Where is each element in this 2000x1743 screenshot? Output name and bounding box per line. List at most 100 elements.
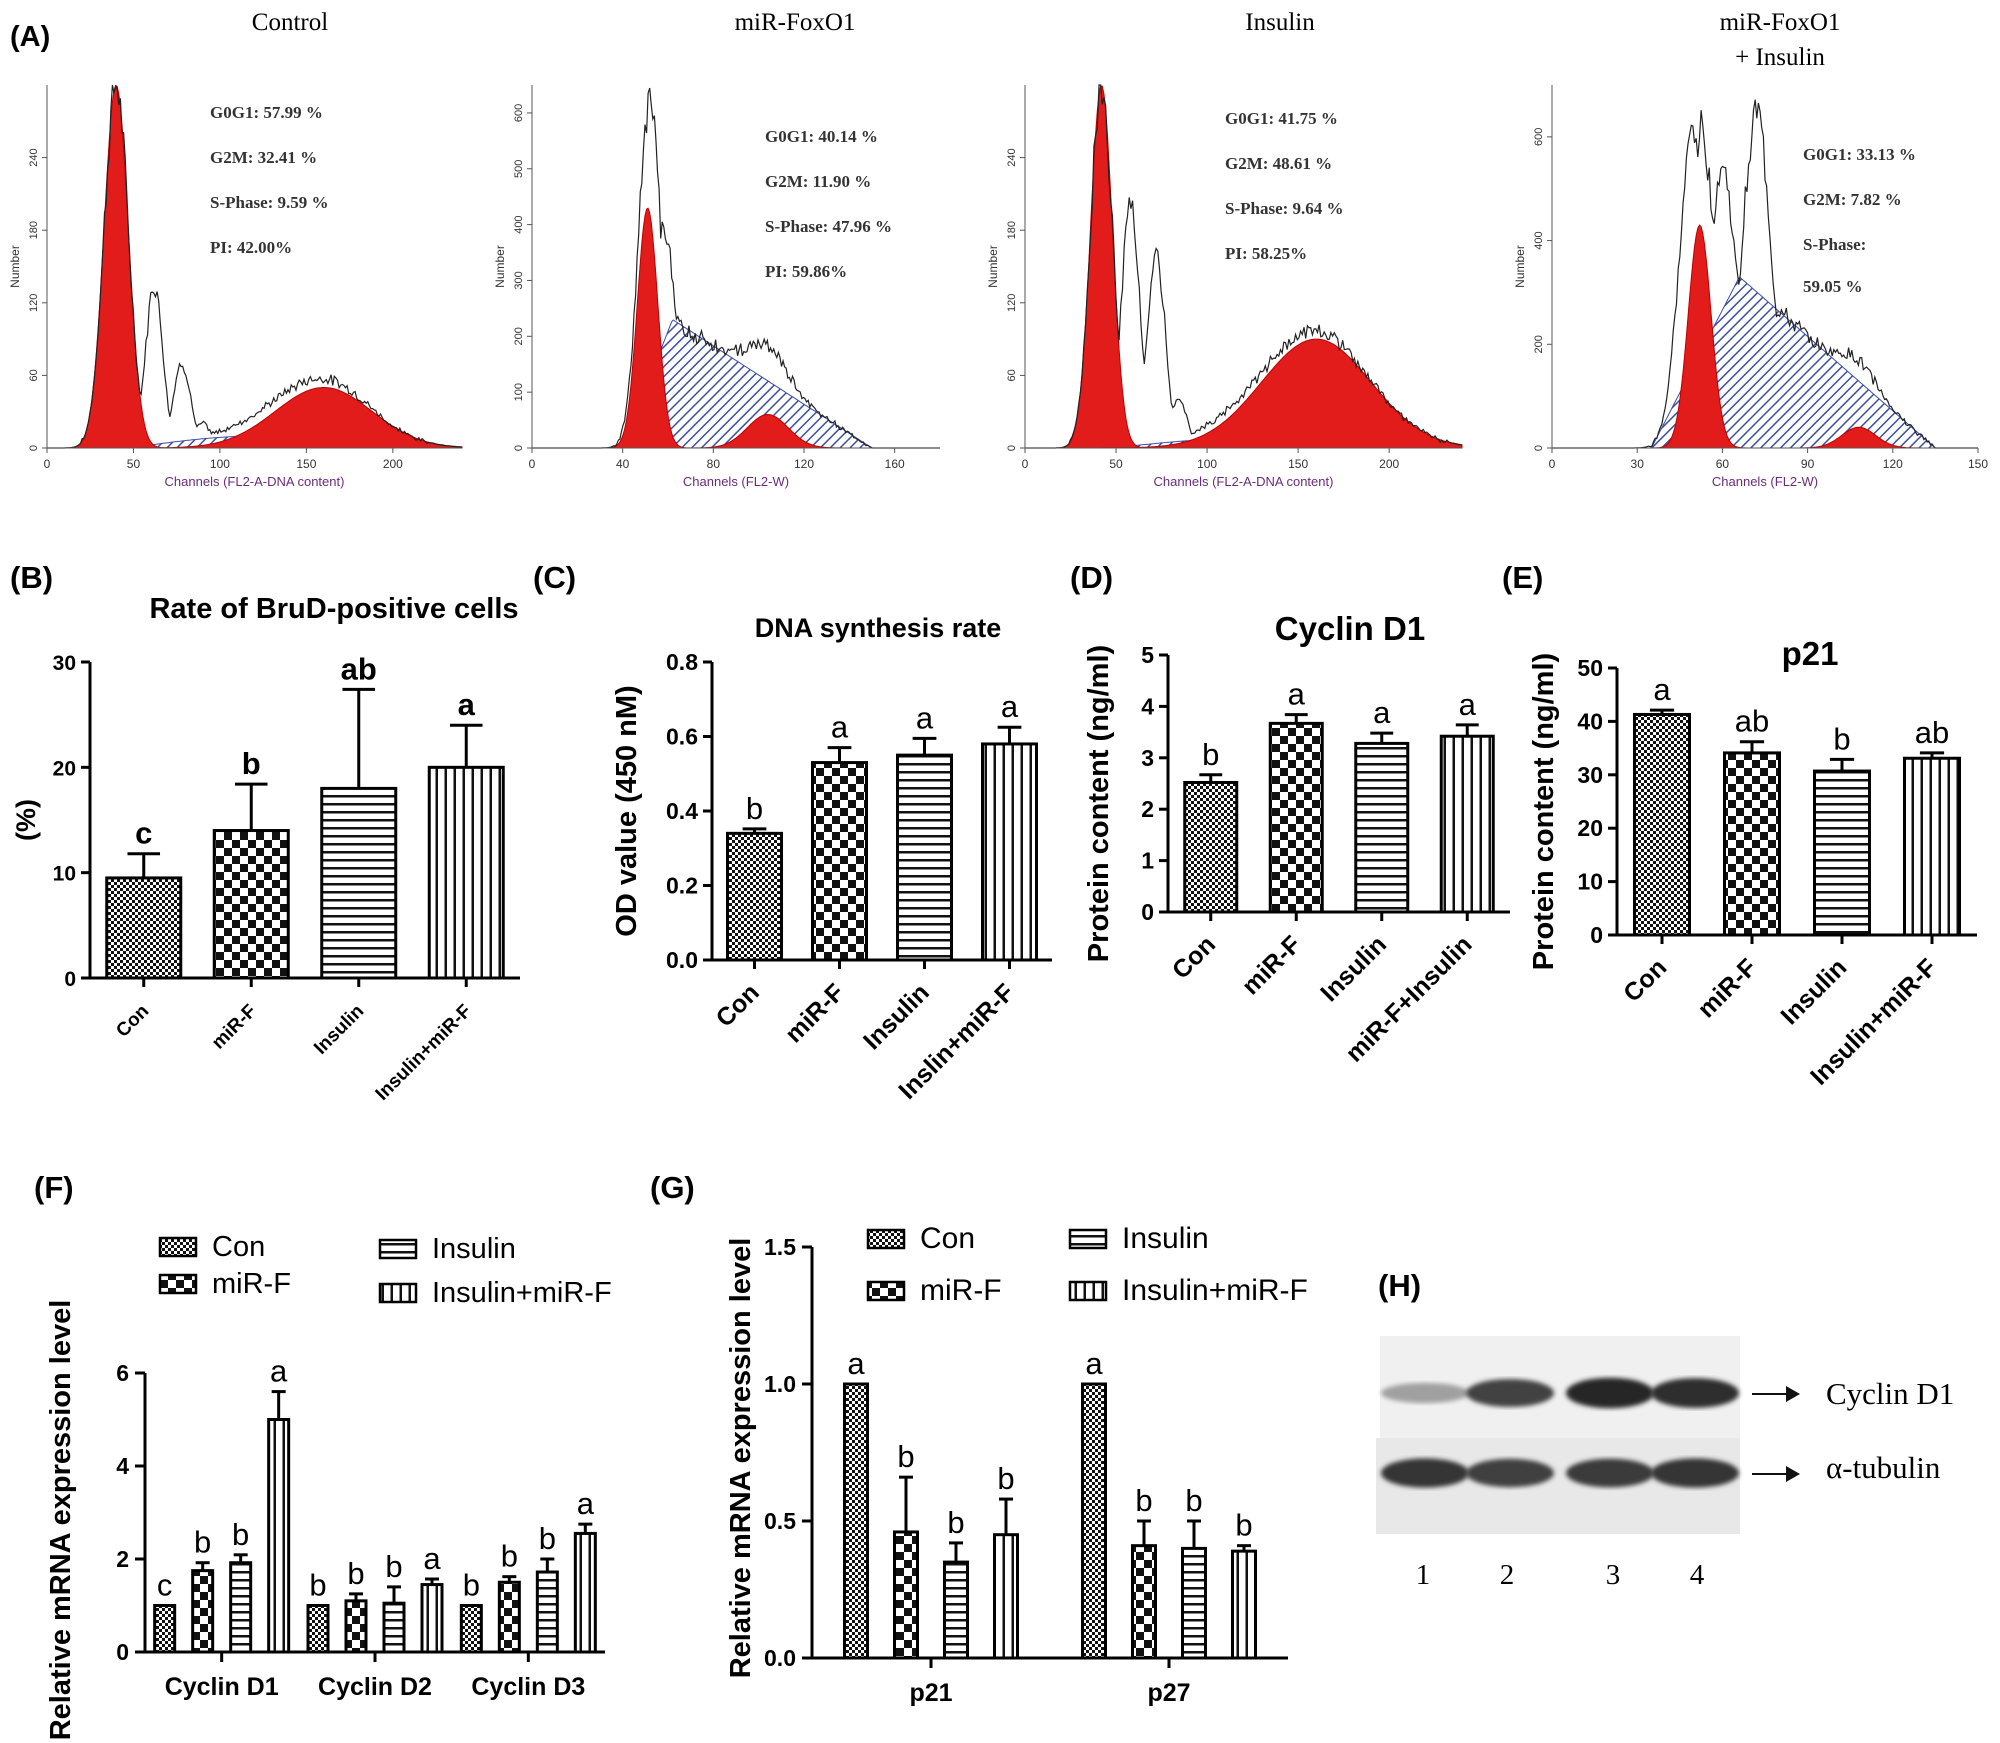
- histogram-outline: [1025, 84, 1463, 449]
- bar-insulin: [1181, 1546, 1207, 1660]
- cell-cycle-stat: G2M: 32.41 %: [210, 148, 317, 167]
- y-axis-label: Number: [493, 245, 507, 288]
- y-axis-label: Relative mRNA expression level: [45, 1300, 77, 1741]
- y-tick-label: 0: [64, 968, 76, 991]
- panel-label-f: (F): [34, 1170, 74, 1205]
- y-tick-label: 400: [513, 215, 525, 233]
- lane-label-1: 1: [1416, 1559, 1431, 1591]
- category-label: Insulin: [858, 978, 935, 1055]
- y-tick-label: 50: [1577, 655, 1603, 681]
- x-tick-label: 150: [1968, 457, 1988, 471]
- y-tick-label: 10: [1577, 869, 1603, 895]
- bar-insulin: [382, 1601, 406, 1654]
- blot-label-cyclin-d1: Cyclin D1: [1826, 1376, 1954, 1411]
- category-label: Con: [711, 978, 765, 1032]
- y-tick-label: 0: [116, 1639, 129, 1665]
- cell-cycle-stat: G0G1: 41.75 %: [1225, 109, 1338, 128]
- g0g1-peak: [47, 84, 462, 449]
- panel-label-a: (A): [10, 21, 50, 53]
- category-label: Cyclin D1: [165, 1673, 279, 1701]
- panel-h-western-blot: Cyclin D1 α-tubulin 1 2 3 4: [1376, 1336, 1954, 1591]
- y-tick-label: 1: [1141, 848, 1154, 874]
- significance-letter: a: [577, 1486, 595, 1521]
- legend-label: Insulin: [1122, 1222, 1209, 1255]
- cell-cycle-stat: PI: 59.86%: [765, 262, 847, 281]
- chart-title: Rate of BruD-positive cells: [149, 593, 518, 625]
- y-tick-label: 2: [116, 1546, 129, 1572]
- x-tick-label: 50: [127, 457, 141, 471]
- significance-letter: ab: [1735, 704, 1769, 739]
- category-label: Con: [112, 1001, 153, 1042]
- bar-insulin-mir-f: [427, 765, 505, 980]
- histogram-title: miR-FoxO1: [1720, 9, 1841, 36]
- category-label: Insulin: [1775, 953, 1852, 1030]
- y-axis-label: OD value (450 nM): [611, 685, 643, 936]
- cell-cycle-stat: PI: 42.00%: [210, 238, 292, 257]
- y-tick-label: 180: [28, 221, 40, 239]
- significance-letter: b: [1202, 737, 1219, 772]
- bar-con: [306, 1604, 330, 1654]
- y-tick-label: 500: [513, 160, 525, 178]
- cell-cycle-stat: G2M: 48.61 %: [1225, 154, 1332, 173]
- bar-insulin: [1354, 741, 1410, 914]
- y-axis-label: Number: [986, 245, 1000, 288]
- blot-band: [1566, 1377, 1654, 1409]
- bar-mir-f-insulin: [1439, 734, 1495, 914]
- significance-letter: ab: [1915, 715, 1949, 750]
- bar-con: [153, 1604, 177, 1654]
- g0g1-peak: [1025, 85, 1462, 449]
- significance-letter: a: [270, 1354, 288, 1389]
- legend-swatch: [378, 1238, 418, 1260]
- legend-swatch: [866, 1228, 906, 1250]
- y-tick-label: 120: [28, 294, 40, 312]
- category-label: miR-F: [780, 978, 850, 1048]
- panel-label-c: (C): [533, 560, 576, 595]
- x-tick-label: 80: [707, 457, 721, 471]
- significance-letter: c: [135, 816, 152, 851]
- bar-con: [105, 876, 183, 980]
- category-label: Cyclin D3: [471, 1673, 585, 1701]
- blot-band: [1466, 1458, 1554, 1488]
- blot-band: [1651, 1378, 1739, 1408]
- category-label: Cyclin D2: [318, 1673, 432, 1701]
- cell-cycle-stat: G2M: 11.90 %: [765, 172, 871, 191]
- significance-letter: b: [385, 1549, 402, 1584]
- significance-letter: b: [1185, 1483, 1202, 1518]
- cell-cycle-stat: S-Phase: 47.96 %: [765, 217, 892, 236]
- y-tick-label: 400: [1533, 231, 1545, 249]
- blot-band: [1381, 1382, 1469, 1404]
- histogram-title: + Insulin: [1735, 44, 1825, 71]
- y-axis-label: Number: [8, 245, 22, 288]
- legend-label: Insulin+miR-F: [1122, 1274, 1308, 1307]
- significance-letter: a: [1459, 687, 1477, 722]
- arrow-cyclin-d1: [1752, 1386, 1800, 1402]
- bar-con: [726, 831, 783, 962]
- x-tick-label: 120: [794, 457, 814, 471]
- x-tick-label: 40: [616, 457, 630, 471]
- x-tick-label: 200: [1379, 457, 1399, 471]
- lane-label-3: 3: [1606, 1559, 1621, 1591]
- y-tick-label: 240: [28, 148, 40, 166]
- bar-con: [1633, 712, 1691, 937]
- bar-insulin: [943, 1560, 969, 1660]
- y-axis-label: Protein content (ng/ml): [1528, 653, 1560, 970]
- y-tick-label: 120: [1006, 294, 1018, 312]
- y-tick-label: 0: [28, 445, 40, 451]
- bar-insulin-mir-f: [1231, 1549, 1257, 1660]
- chart-title: Cyclin D1: [1275, 610, 1425, 647]
- y-tick-label: 0: [1006, 445, 1018, 451]
- x-tick-label: 50: [1109, 457, 1123, 471]
- y-tick-label: 0.8: [666, 649, 698, 675]
- category-label: miR-F: [208, 1001, 261, 1054]
- y-tick-label: 300: [513, 271, 525, 289]
- significance-letter: a: [831, 710, 849, 745]
- significance-letter: b: [463, 1568, 480, 1603]
- y-tick-label: 30: [53, 652, 76, 675]
- y-axis-label: Number: [1513, 245, 1527, 288]
- y-tick-label: 1.0: [764, 1371, 796, 1397]
- histogram-outline: [47, 84, 463, 449]
- y-tick-label: 1.5: [764, 1234, 796, 1260]
- significance-letter: ab: [341, 651, 377, 686]
- cell-cycle-stat: G0G1: 57.99 %: [210, 103, 323, 122]
